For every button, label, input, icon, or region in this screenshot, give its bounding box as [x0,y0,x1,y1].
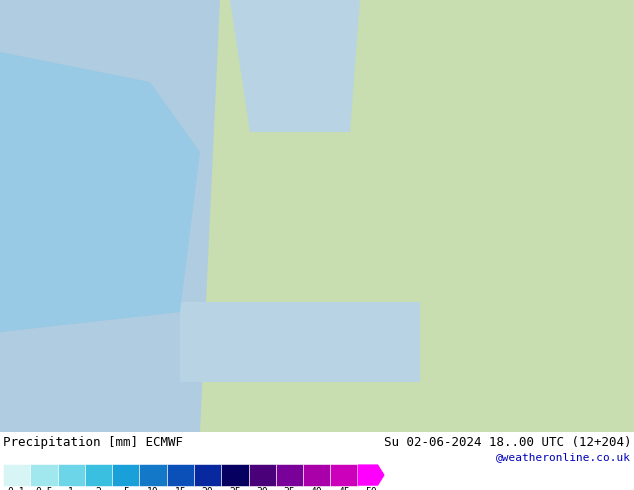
Text: 45: 45 [338,487,350,490]
Polygon shape [0,0,220,432]
Bar [194,464,221,486]
Polygon shape [180,302,420,382]
Text: 2: 2 [96,487,101,490]
Text: 5: 5 [123,487,129,490]
Text: 50: 50 [365,487,377,490]
Bar [112,464,139,486]
Text: 10: 10 [147,487,159,490]
Bar [58,464,85,486]
Text: 25: 25 [229,487,241,490]
Bar [303,464,330,486]
Polygon shape [230,0,360,132]
Bar [249,464,276,486]
Text: 35: 35 [283,487,295,490]
Text: 40: 40 [311,487,323,490]
Text: 0.1: 0.1 [8,487,25,490]
Bar [330,464,358,486]
Text: 0.5: 0.5 [35,487,53,490]
Text: 20: 20 [202,487,214,490]
Polygon shape [358,464,385,486]
Bar [139,464,167,486]
Bar [221,464,249,486]
Polygon shape [0,52,200,332]
Text: @weatheronline.co.uk: @weatheronline.co.uk [496,452,631,462]
Bar [276,464,303,486]
Text: 15: 15 [174,487,186,490]
Text: 30: 30 [256,487,268,490]
Bar [85,464,112,486]
Bar [167,464,194,486]
Bar [3,464,30,486]
Bar [30,464,58,486]
Text: Precipitation [mm] ECMWF: Precipitation [mm] ECMWF [3,436,183,449]
Text: 1: 1 [68,487,74,490]
Text: Su 02-06-2024 18..00 UTC (12+204): Su 02-06-2024 18..00 UTC (12+204) [384,436,631,449]
